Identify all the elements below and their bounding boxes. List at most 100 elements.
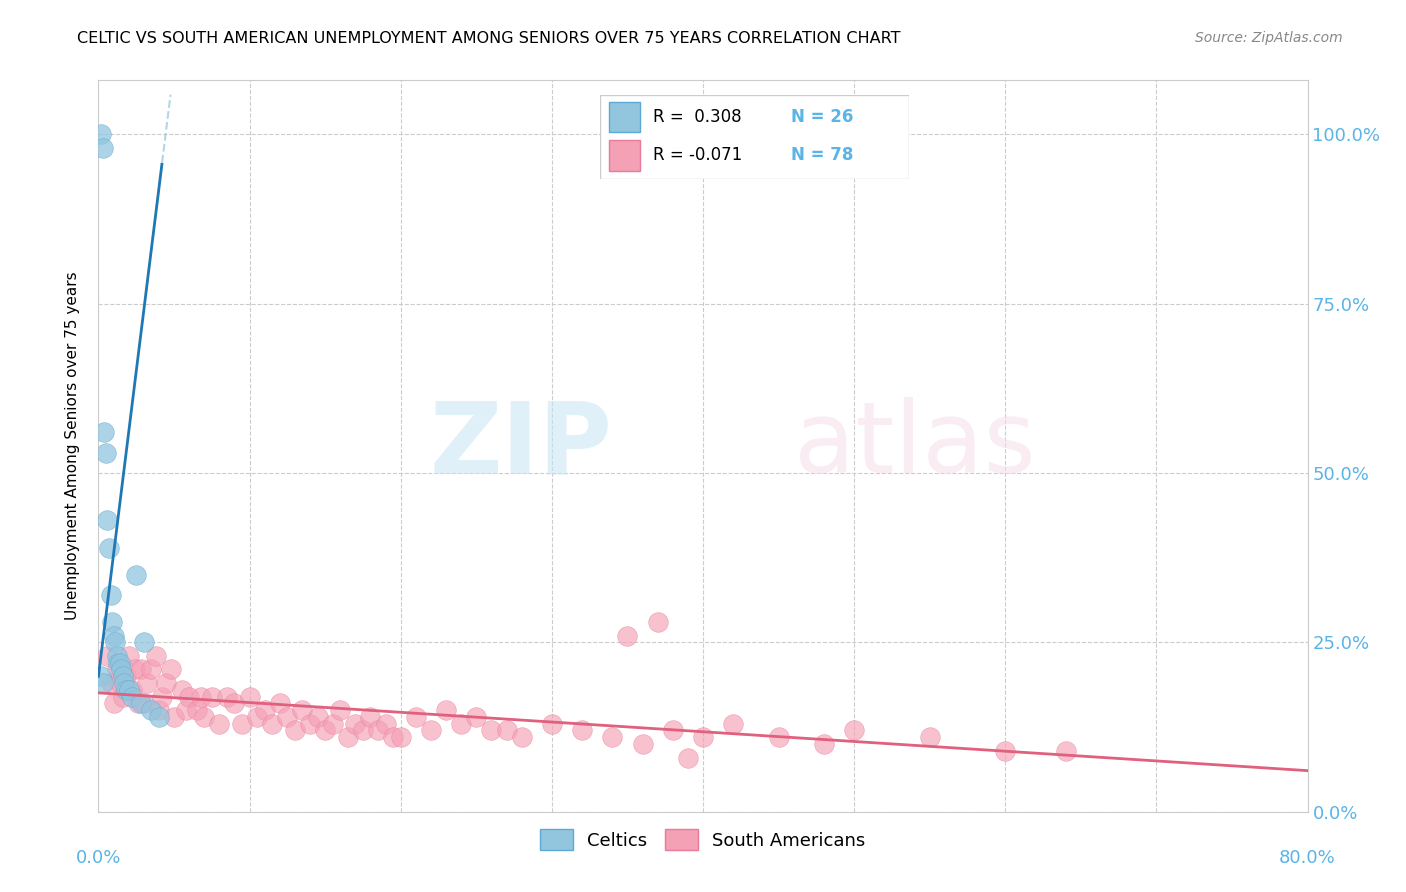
Point: [768, 730, 790, 744]
Point: [98, 541, 121, 555]
Point: [104, 635, 127, 649]
Point: [125, 567, 148, 582]
Point: [253, 703, 276, 717]
Point: [118, 648, 141, 663]
Point: [155, 676, 177, 690]
Point: [100, 676, 122, 690]
Point: [105, 648, 128, 663]
Point: [135, 676, 157, 690]
Point: [193, 710, 215, 724]
Point: [276, 710, 298, 724]
Point: [246, 710, 269, 724]
Point: [127, 697, 149, 711]
Point: [231, 716, 253, 731]
Point: [91, 141, 114, 155]
Point: [96, 514, 118, 528]
Point: [105, 663, 128, 677]
Point: [108, 656, 131, 670]
Point: [676, 750, 699, 764]
Point: [103, 629, 125, 643]
Point: [314, 723, 336, 738]
Text: Source: ZipAtlas.com: Source: ZipAtlas.com: [1195, 31, 1343, 45]
Point: [631, 737, 654, 751]
Point: [450, 716, 472, 731]
Point: [360, 710, 382, 724]
Point: [101, 615, 124, 629]
Point: [389, 730, 412, 744]
Point: [299, 716, 322, 731]
Point: [111, 690, 134, 704]
Point: [291, 703, 314, 717]
Point: [145, 648, 167, 663]
Point: [994, 744, 1017, 758]
Point: [190, 690, 212, 704]
Point: [110, 663, 132, 677]
Point: [141, 663, 163, 677]
Point: [692, 730, 714, 744]
Point: [374, 716, 396, 731]
Point: [114, 682, 136, 697]
Point: [121, 690, 143, 704]
Point: [510, 730, 533, 744]
Point: [284, 723, 307, 738]
Point: [94, 446, 117, 460]
Point: [307, 710, 329, 724]
Point: [174, 703, 197, 717]
Point: [148, 710, 170, 724]
Legend: Celtics, South Americans: Celtics, South Americans: [533, 822, 873, 857]
Point: [208, 716, 231, 731]
Point: [179, 690, 201, 704]
Point: [224, 697, 246, 711]
Point: [844, 723, 866, 738]
Point: [96, 648, 118, 663]
Point: [103, 697, 125, 711]
Text: 80.0%: 80.0%: [1279, 849, 1336, 867]
Text: atlas: atlas: [793, 398, 1035, 494]
Point: [141, 703, 163, 717]
Point: [344, 716, 367, 731]
Point: [90, 669, 112, 683]
Point: [420, 723, 443, 738]
Point: [91, 676, 114, 690]
Point: [382, 730, 405, 744]
Point: [322, 716, 344, 731]
Point: [405, 710, 427, 724]
Point: [93, 425, 115, 440]
Point: [160, 663, 183, 677]
Point: [170, 682, 193, 697]
Point: [118, 682, 141, 697]
Text: ZIP: ZIP: [429, 398, 613, 494]
Point: [186, 703, 208, 717]
Point: [540, 716, 562, 731]
Point: [481, 723, 503, 738]
Y-axis label: Unemployment Among Seniors over 75 years: Unemployment Among Seniors over 75 years: [65, 272, 80, 620]
Point: [269, 697, 291, 711]
Point: [111, 669, 134, 683]
Point: [647, 615, 669, 629]
Point: [329, 703, 352, 717]
Point: [132, 697, 155, 711]
Point: [124, 663, 146, 677]
Text: CELTIC VS SOUTH AMERICAN UNEMPLOYMENT AMONG SENIORS OVER 75 YEARS CORRELATION CH: CELTIC VS SOUTH AMERICAN UNEMPLOYMENT AM…: [77, 31, 901, 46]
Point: [215, 690, 238, 704]
Point: [121, 682, 143, 697]
Point: [262, 716, 284, 731]
Point: [108, 676, 131, 690]
Point: [918, 730, 941, 744]
Point: [100, 588, 122, 602]
Point: [602, 730, 624, 744]
Point: [434, 703, 457, 717]
Point: [813, 737, 835, 751]
Point: [129, 697, 152, 711]
Point: [1054, 744, 1077, 758]
Point: [114, 669, 136, 683]
Point: [129, 663, 152, 677]
Point: [723, 716, 745, 731]
Point: [616, 629, 638, 643]
Point: [148, 703, 170, 717]
Point: [132, 635, 155, 649]
Point: [112, 676, 135, 690]
Point: [107, 656, 129, 670]
Point: [465, 710, 488, 724]
Point: [90, 128, 112, 142]
